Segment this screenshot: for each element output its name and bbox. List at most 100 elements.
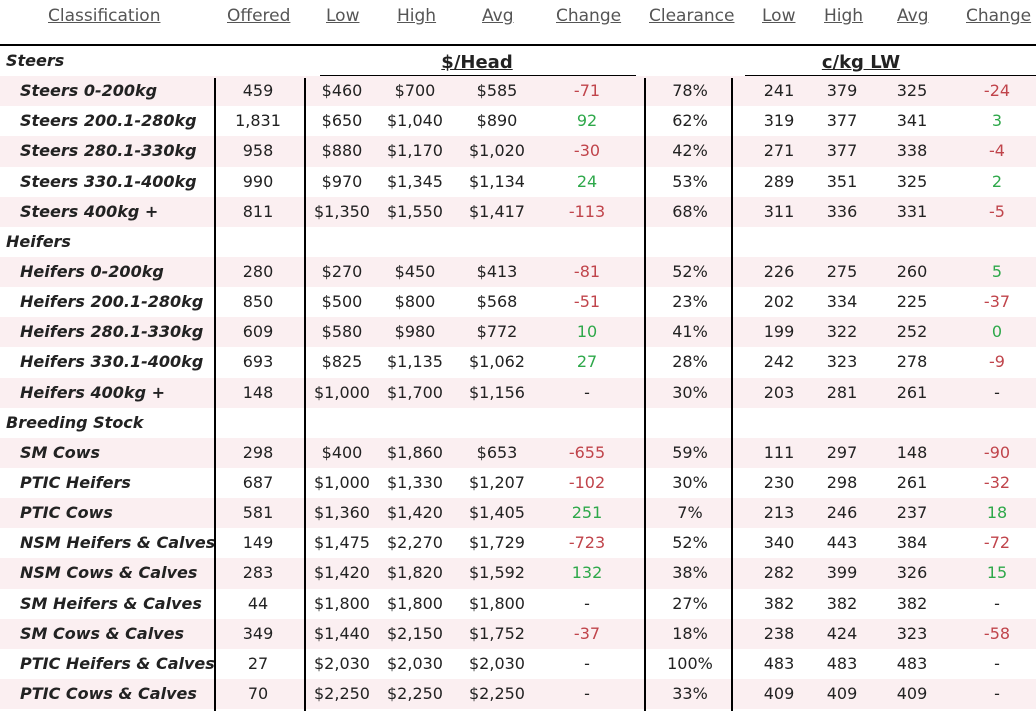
cell-high-kg: 275 <box>826 261 858 281</box>
cell-classification: SM Cows & Calves <box>20 623 184 643</box>
cell-classification: Steers 330.1-400kg <box>20 171 197 191</box>
cell-change-head: -51 <box>573 292 601 312</box>
cell-change-kg: - <box>994 382 1000 402</box>
cell-change-kg: -37 <box>983 292 1011 312</box>
cell-classification: Heifers 330.1-400kg <box>20 352 204 372</box>
table-row: Steers 0-200kg 459 $460 $700 $585 -71 78% 241 37… <box>0 76 1036 107</box>
cell-high-kg: 399 <box>826 563 858 583</box>
cell-change-head: -81 <box>573 261 601 281</box>
cell-high-head: $1,820 <box>387 563 443 583</box>
header-offered[interactable]: Offered <box>227 6 291 26</box>
cell-low-head: $880 <box>321 141 363 161</box>
cell-offered: 811 <box>242 201 274 221</box>
unit-dollar-per-head: $/Head <box>441 52 513 73</box>
cell-high-head: $700 <box>394 81 436 101</box>
cell-offered: 44 <box>247 593 269 613</box>
divider-price <box>304 78 306 711</box>
cell-high-head: $2,150 <box>387 623 443 643</box>
table-row: Steers 330.1-400kg 990 $970 $1,345 $1,134 24 5… <box>0 167 1036 197</box>
cell-change-kg: - <box>994 593 1000 613</box>
cell-avg-head: $413 <box>476 261 518 281</box>
cell-offered: 148 <box>242 382 274 402</box>
cell-low-kg: 382 <box>763 593 795 613</box>
header-high-head[interactable]: High <box>397 6 437 26</box>
cell-avg-head: $1,592 <box>469 563 525 583</box>
cell-change-kg: -5 <box>989 201 1005 221</box>
cell-change-kg: 18 <box>986 503 1008 523</box>
cell-avg-kg: 252 <box>896 322 928 342</box>
cell-change-kg: -58 <box>983 623 1011 643</box>
table-row: Heifers 0-200kg 280 $270 $450 $413 -81 52% 226 2… <box>0 256 1036 288</box>
cell-low-kg: 213 <box>763 503 795 523</box>
cell-avg-kg: 278 <box>896 352 928 372</box>
cell-high-kg: 298 <box>826 472 858 492</box>
table-row: Steers 200.1-280kg 1,831 $650 $1,040 $890 92 6… <box>0 106 1036 136</box>
cell-high-head: $2,270 <box>387 533 443 553</box>
cell-offered: 958 <box>242 141 274 161</box>
divider-kg <box>731 78 733 711</box>
cell-high-head: $2,250 <box>387 683 443 703</box>
cell-clearance: 27% <box>672 593 708 613</box>
cell-low-head: $500 <box>321 292 363 312</box>
cell-change-head: 27 <box>576 352 598 372</box>
cell-low-head: $1,475 <box>314 533 370 553</box>
cell-low-kg: 483 <box>763 653 795 673</box>
cell-avg-kg: 261 <box>896 472 928 492</box>
cell-avg-kg: 237 <box>896 503 928 523</box>
cell-offered: 1,831 <box>235 111 281 131</box>
cell-change-kg: -9 <box>989 352 1005 372</box>
cell-low-head: $580 <box>321 322 363 342</box>
cell-avg-head: $1,207 <box>469 472 525 492</box>
table-row: SM Heifers & Calves 44 $1,800 $1,800 $1,800 -… <box>0 589 1036 619</box>
cell-avg-kg: 260 <box>896 261 928 281</box>
cell-change-head: -113 <box>568 201 606 221</box>
header-change-kg[interactable]: Change <box>966 6 1032 26</box>
table-header: Classification Offered Low High Avg Chan… <box>0 0 1036 46</box>
cell-low-kg: 202 <box>763 292 795 312</box>
table-row: Heifers 280.1-330kg 609 $580 $980 $772 10 41% 1… <box>0 317 1036 348</box>
table-row: SM Cows 298 $400 $1,860 $653 -655 59% 111 297 148… <box>0 437 1036 468</box>
cell-avg-head: $653 <box>476 442 518 462</box>
cell-low-head: $1,420 <box>314 563 370 583</box>
cell-high-head: $1,420 <box>387 503 443 523</box>
table-row: PTIC Heifers & Calves 27 $2,030 $2,030 $2,03… <box>0 649 1036 679</box>
cell-low-kg: 199 <box>763 322 795 342</box>
cell-avg-head: $890 <box>476 111 518 131</box>
cell-low-head: $1,360 <box>314 503 370 523</box>
cell-offered: 459 <box>242 81 274 101</box>
header-clearance[interactable]: Clearance <box>649 6 735 26</box>
header-low-kg[interactable]: Low <box>762 6 796 26</box>
cell-avg-kg: 331 <box>896 201 928 221</box>
cell-clearance: 59% <box>672 442 708 462</box>
header-change-head[interactable]: Change <box>556 6 622 26</box>
cell-low-head: $1,350 <box>314 201 370 221</box>
cell-change-head: - <box>584 653 590 673</box>
cell-offered: 349 <box>242 623 274 643</box>
cell-high-kg: 424 <box>826 623 858 643</box>
cell-change-head: -102 <box>568 472 606 492</box>
cell-clearance: 100% <box>667 653 713 673</box>
header-classification[interactable]: Classification <box>48 6 161 26</box>
cell-low-head: $1,000 <box>314 382 370 402</box>
header-low-head[interactable]: Low <box>326 6 360 26</box>
cell-avg-head: $1,020 <box>469 141 525 161</box>
cell-classification: PTIC Cows <box>20 503 113 523</box>
cell-clearance: 28% <box>672 352 708 372</box>
cell-change-head: -655 <box>568 442 606 462</box>
cell-high-head: $1,860 <box>387 442 443 462</box>
cell-high-head: $2,030 <box>387 653 443 673</box>
header-avg-kg[interactable]: Avg <box>897 6 929 26</box>
cell-offered: 70 <box>247 683 269 703</box>
group-row: Breeding Stock <box>0 408 1036 438</box>
cell-low-kg: 289 <box>763 171 795 191</box>
cell-offered: 581 <box>242 503 274 523</box>
cell-change-head: - <box>584 382 590 402</box>
cell-low-kg: 271 <box>763 141 795 161</box>
cell-high-kg: 377 <box>826 141 858 161</box>
cell-low-kg: 203 <box>763 382 795 402</box>
cell-avg-kg: 338 <box>896 141 928 161</box>
cell-classification: Steers 400kg + <box>20 201 159 221</box>
header-avg-head[interactable]: Avg <box>482 6 514 26</box>
header-high-kg[interactable]: High <box>824 6 864 26</box>
cell-high-kg: 297 <box>826 442 858 462</box>
